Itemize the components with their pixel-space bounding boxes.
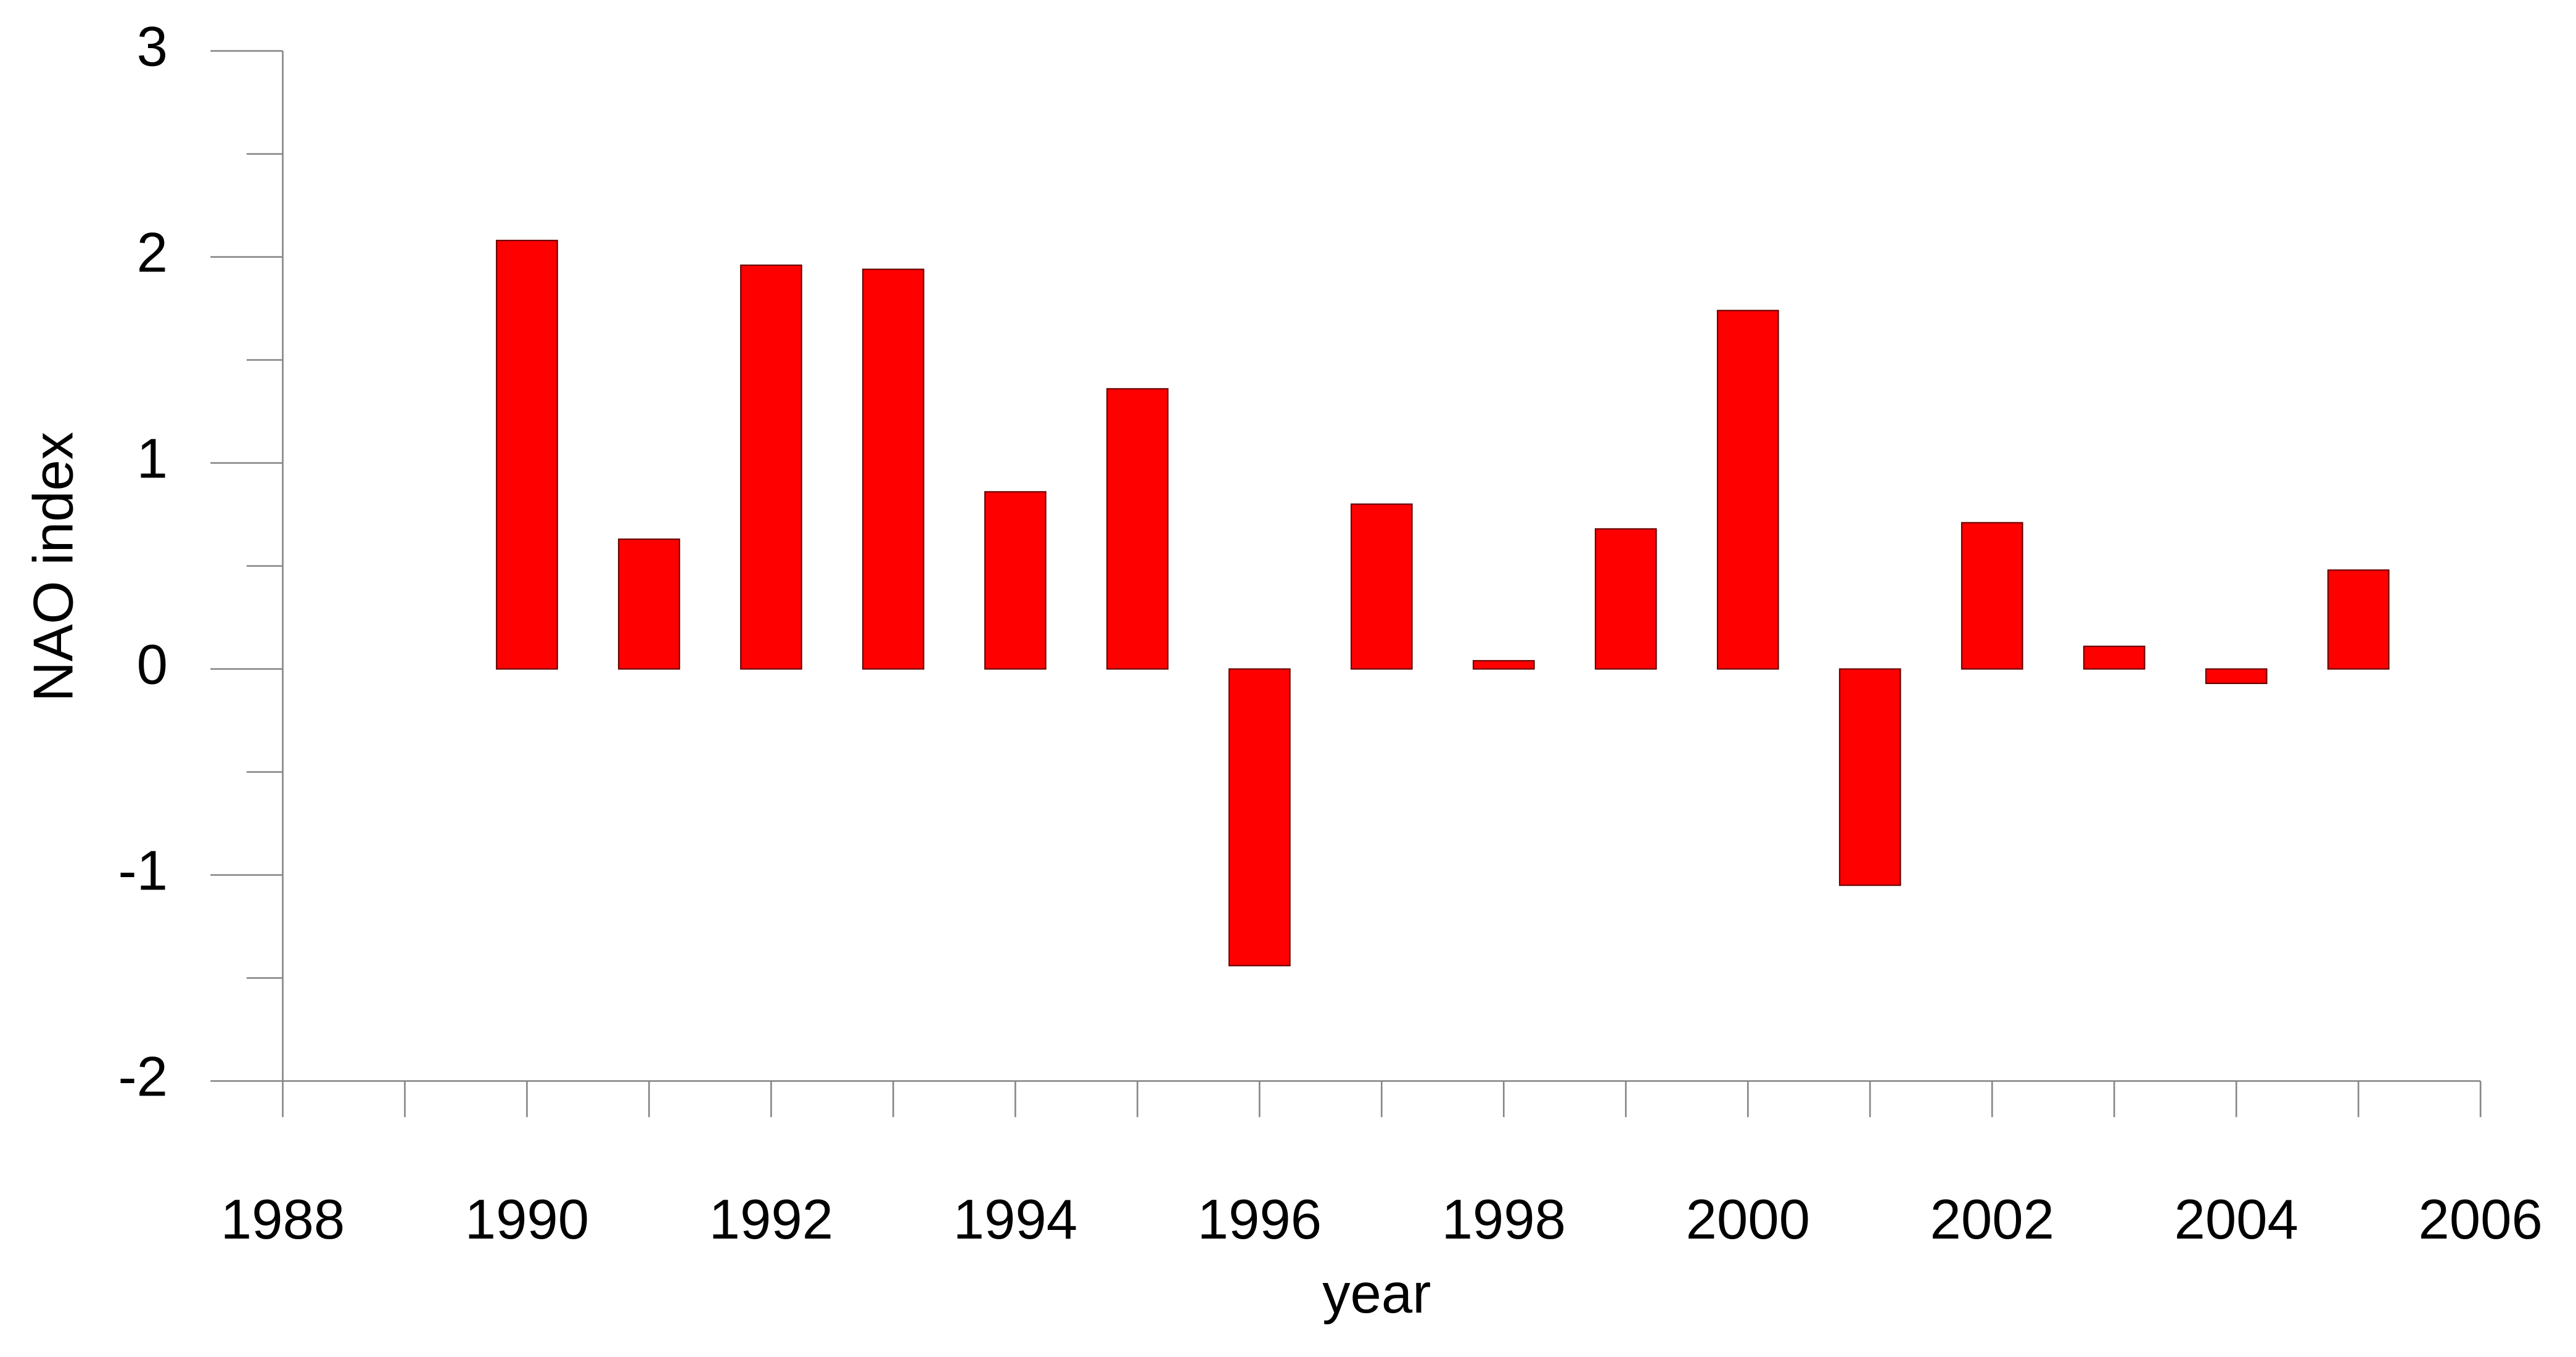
bar <box>984 491 1047 670</box>
y-tick-label: 3 <box>137 15 168 78</box>
x-tick-label: 1990 <box>465 1189 589 1251</box>
x-tick-label: 1988 <box>221 1189 345 1251</box>
bar <box>618 538 680 670</box>
bar <box>2083 645 2146 670</box>
x-tick-label: 2004 <box>2174 1189 2298 1251</box>
x-tick-label: 2006 <box>2418 1189 2542 1251</box>
y-tick-label: 2 <box>137 221 168 284</box>
x-tick-label: 1992 <box>709 1189 833 1251</box>
bar <box>1472 660 1535 670</box>
y-axis-label: NAO index <box>23 432 85 702</box>
y-tick-label: 0 <box>137 633 168 696</box>
bar <box>862 268 924 670</box>
bar <box>1350 503 1413 670</box>
x-tick-label: 2002 <box>1930 1189 2054 1251</box>
bar <box>1228 668 1291 967</box>
x-tick-label: 1994 <box>953 1189 1077 1251</box>
bar <box>1961 522 2023 670</box>
bar <box>496 239 558 670</box>
bar <box>740 264 802 670</box>
bar <box>1106 388 1169 670</box>
bar <box>1838 668 1901 886</box>
y-tick-label: -1 <box>118 839 168 902</box>
x-axis-label: year <box>1322 1263 1431 1325</box>
bar <box>1594 528 1657 670</box>
bar <box>1716 310 1779 670</box>
bar <box>2205 668 2268 684</box>
x-tick-label: 1996 <box>1198 1189 1322 1251</box>
x-tick-label: 1998 <box>1442 1189 1566 1251</box>
y-tick-label: -2 <box>118 1046 168 1108</box>
y-tick-label: 1 <box>137 427 168 490</box>
bar <box>2327 569 2390 670</box>
x-tick-label: 2000 <box>1686 1189 1810 1251</box>
